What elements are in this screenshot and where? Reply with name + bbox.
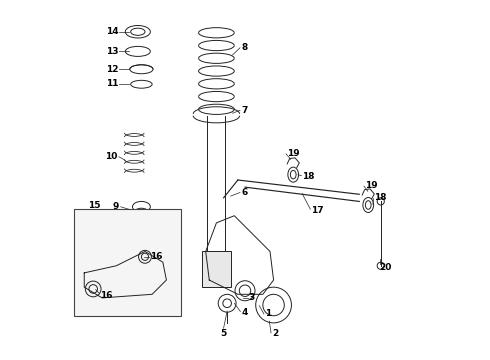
FancyBboxPatch shape	[202, 251, 231, 287]
Text: 15: 15	[88, 201, 100, 210]
Text: 19: 19	[287, 149, 299, 158]
Text: 18: 18	[374, 193, 387, 202]
Text: 6: 6	[242, 188, 247, 197]
Text: 14: 14	[105, 27, 118, 36]
Text: 16: 16	[100, 291, 113, 300]
Text: 1: 1	[265, 310, 271, 319]
Text: 4: 4	[242, 308, 248, 317]
Text: 3: 3	[248, 293, 255, 302]
Text: 8: 8	[242, 43, 247, 52]
Text: 12: 12	[106, 65, 118, 74]
Text: 16: 16	[149, 252, 162, 261]
Text: 2: 2	[272, 329, 278, 338]
Text: 5: 5	[220, 329, 227, 338]
Text: 9: 9	[113, 202, 119, 211]
Bar	[74, 208, 181, 316]
Text: 19: 19	[365, 181, 377, 190]
Text: 11: 11	[106, 79, 118, 88]
Text: 18: 18	[302, 172, 315, 181]
Text: 20: 20	[380, 263, 392, 272]
Text: 13: 13	[106, 47, 118, 56]
Text: 17: 17	[311, 206, 324, 215]
Text: 10: 10	[105, 152, 118, 161]
Text: 7: 7	[242, 106, 248, 115]
